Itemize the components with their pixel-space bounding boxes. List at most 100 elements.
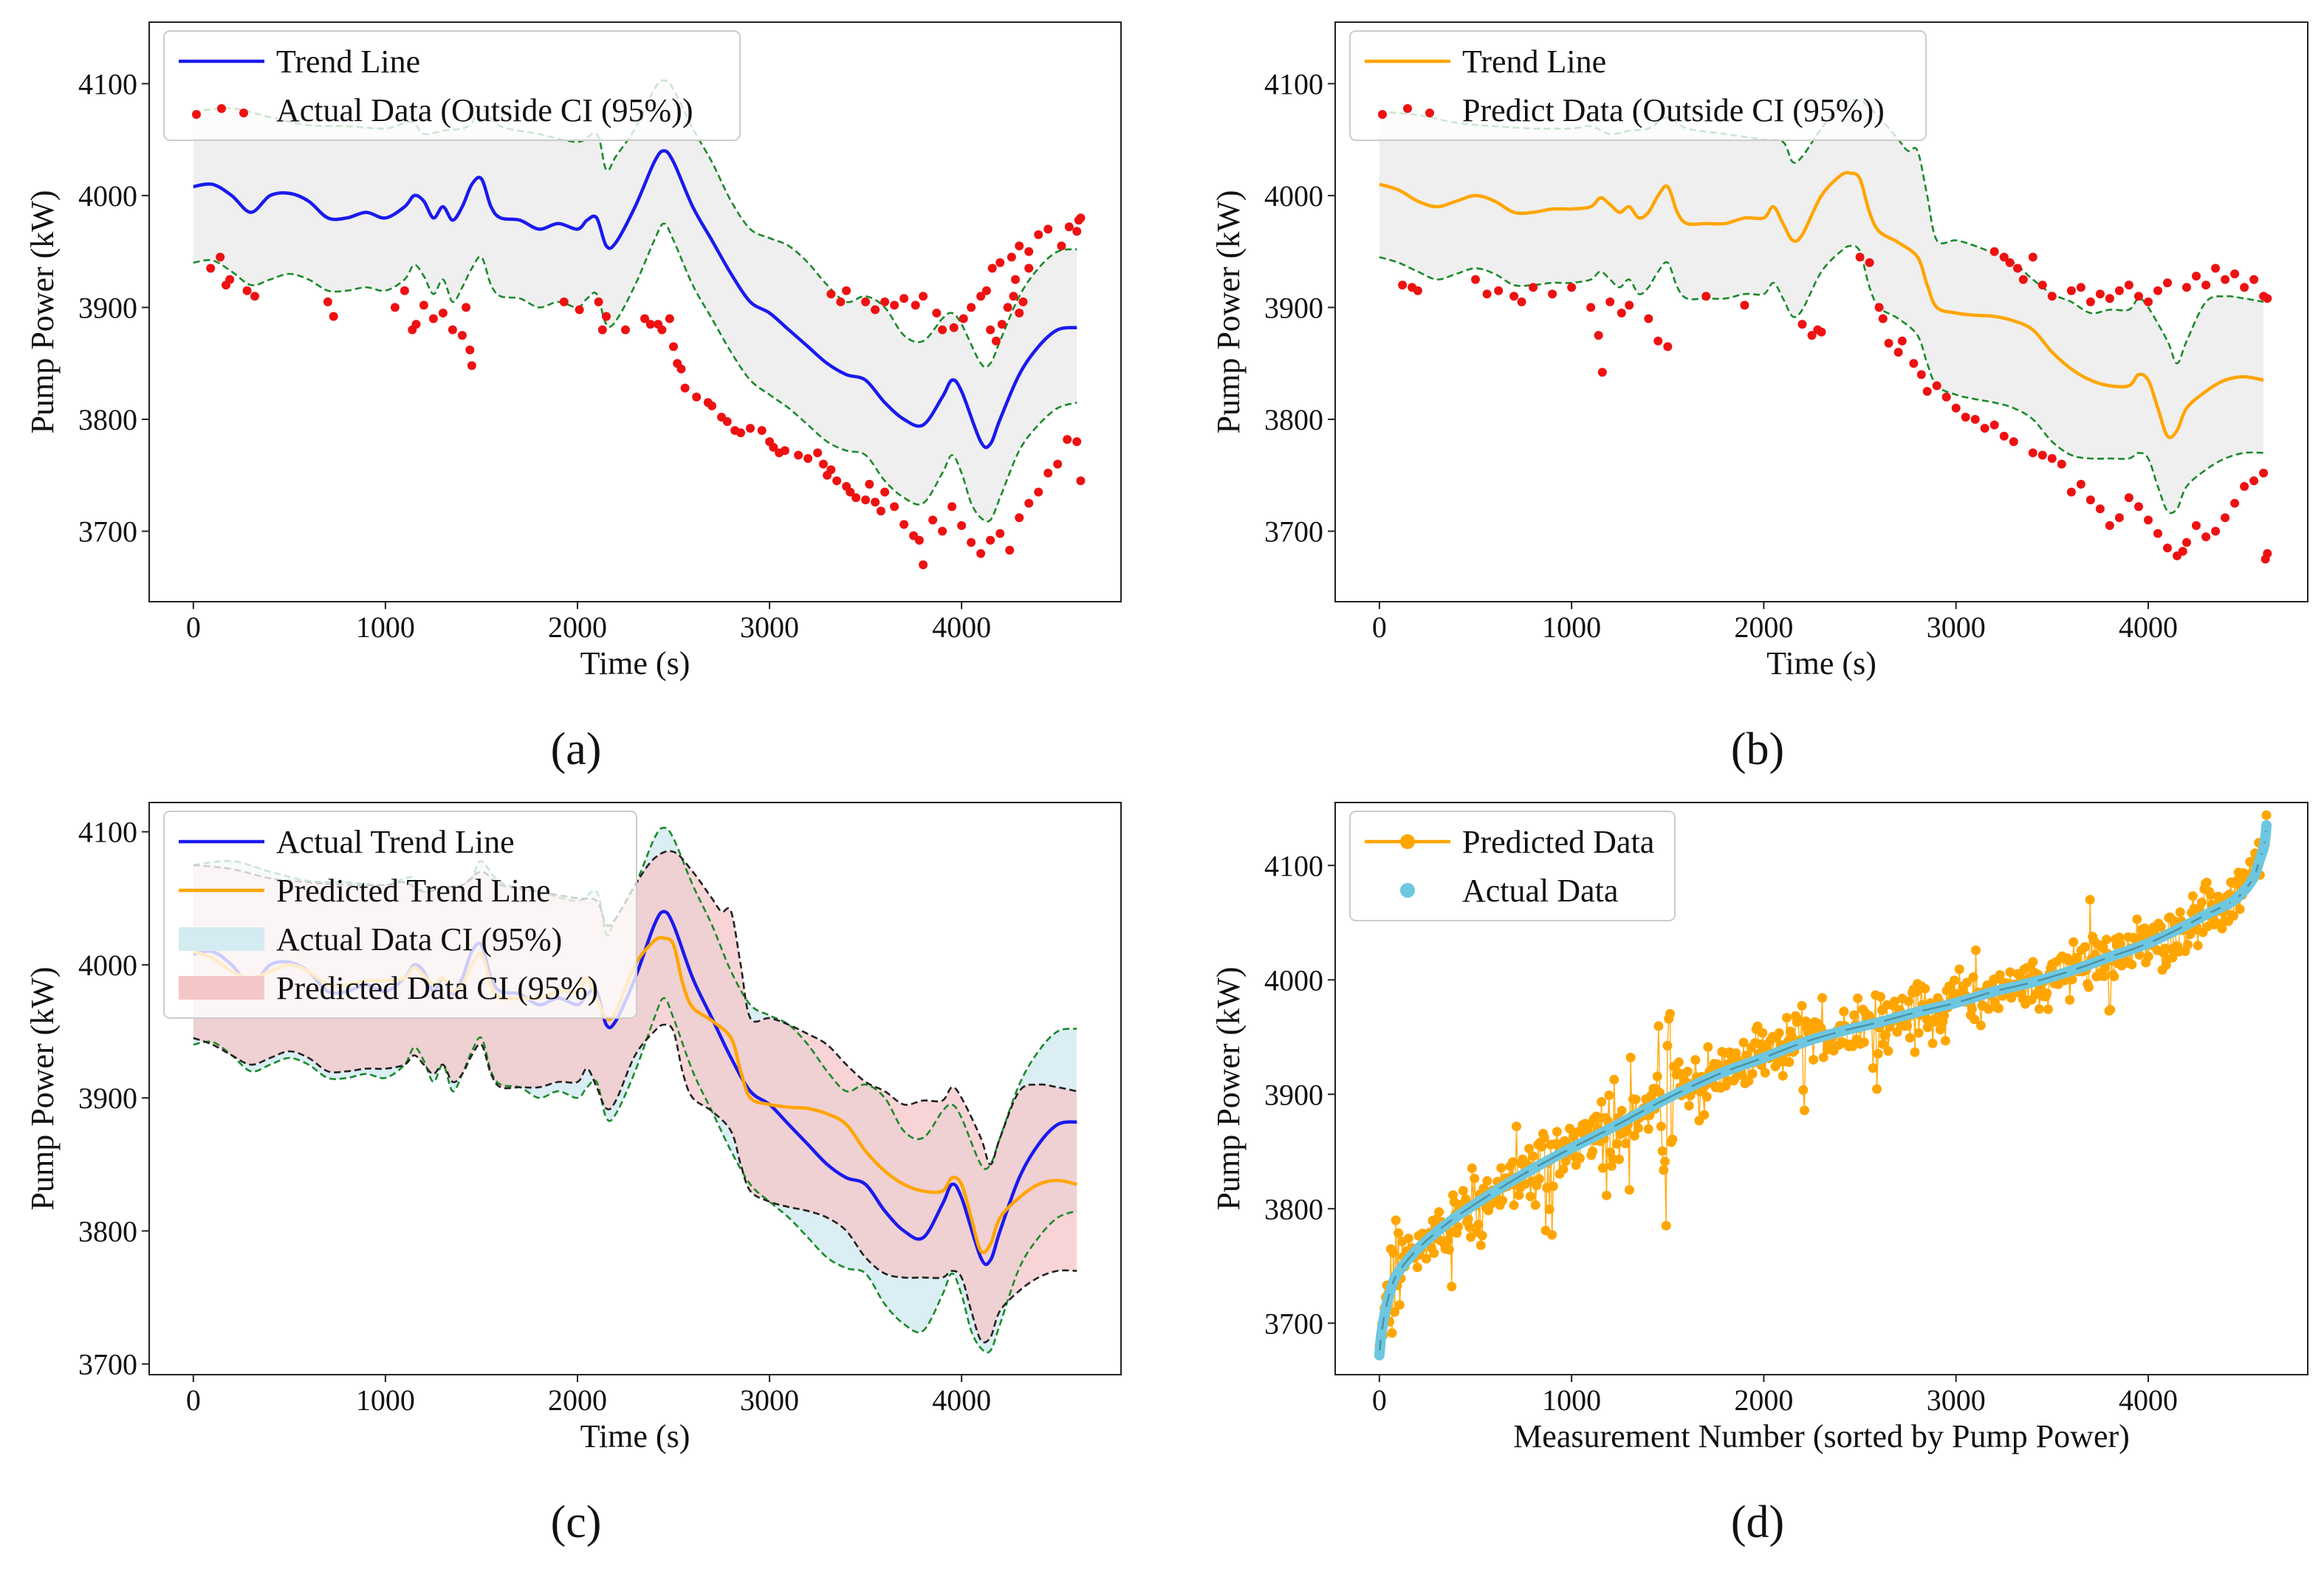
predicted-data-point [1548, 1181, 1558, 1192]
axes-frame [1334, 802, 2308, 1375]
x-tick-label: 2000 [548, 1384, 607, 1417]
outlier-point [1980, 424, 1989, 433]
outlier-point [707, 401, 716, 410]
predicted-data-point [1470, 1173, 1480, 1183]
predicted-data-point [1738, 1037, 1749, 1048]
predicted-data-point [1403, 1234, 1413, 1243]
outlier-point [1053, 459, 1063, 469]
predicted-data-point [1482, 1176, 1492, 1186]
x-axis-label: Measurement Number (sorted by Pump Power… [1513, 1418, 2130, 1454]
predicted-data-point [1876, 992, 1886, 1002]
outlier-point [1644, 314, 1653, 323]
predicted-data-point [1962, 977, 1972, 988]
actual-data-point [1720, 1066, 1731, 1077]
outlier-point [1605, 297, 1615, 306]
legend-marker-swatch [192, 110, 201, 119]
outlier-point [1865, 258, 1874, 267]
outlier-point [1999, 431, 2009, 441]
predicted-data-point [1984, 1004, 1994, 1014]
actual-data-point [2254, 854, 2265, 865]
legend-label: Trend Line [1462, 44, 1606, 80]
outlier-point [938, 526, 947, 536]
outlier-point [1015, 309, 1024, 317]
x-axis-label: Time (s) [580, 1418, 690, 1454]
outlier-point [957, 520, 967, 530]
outlier-point [2018, 275, 2028, 284]
predicted-data-point [1662, 1040, 1673, 1051]
outlier-point [1003, 303, 1012, 312]
legend-label: Actual Data CI (95%) [276, 921, 562, 958]
predicted-data-point [1447, 1282, 1457, 1292]
outlier-point [2192, 520, 2201, 530]
y-tick-label: 4100 [1264, 67, 1323, 100]
actual-data-point [1412, 1243, 1423, 1254]
outlier-point [890, 502, 899, 512]
predicted-data-point [1620, 1138, 1631, 1149]
outlier-point [411, 320, 421, 329]
outlier-point [1509, 292, 1519, 301]
actual-data-point [2258, 843, 2269, 853]
predicted-data-point [1873, 1048, 1883, 1059]
outlier-point [390, 303, 400, 312]
actual-data-point [1490, 1186, 1500, 1197]
actual-data-point [1431, 1226, 1442, 1237]
predicted-data-point [2210, 917, 2221, 927]
predicted-data-point [1839, 1006, 1849, 1017]
outlier-point [2153, 286, 2162, 295]
outlier-point [890, 300, 899, 310]
predicted-data-point [2102, 935, 2111, 945]
outlier-point [746, 424, 755, 433]
predicted-data-point [1703, 1042, 1713, 1052]
predicted-data-point [1412, 1262, 1422, 1273]
y-tick-label: 3900 [1264, 291, 1323, 324]
predicted-data-point [1902, 1021, 1913, 1031]
predicted-data-point [2132, 914, 2142, 924]
legend-box [163, 30, 741, 141]
legend: Actual Trend Line Predicted Trend Line Act… [163, 811, 637, 1019]
predicted-data-point [1528, 1151, 1538, 1161]
predicted-data-point [1684, 1101, 1694, 1111]
predicted-data-point [1778, 1070, 1788, 1081]
predicted-data-point [2143, 952, 2153, 962]
outlier-point [2221, 275, 2230, 284]
predicted-data-point [1774, 1028, 1784, 1038]
legend-marker-swatch [1403, 104, 1412, 113]
outlier-point [995, 529, 1005, 538]
predicted-data-point [1475, 1240, 1486, 1251]
outlier-point [846, 487, 855, 497]
outlier-point [2144, 297, 2153, 306]
outlier-point [1663, 342, 1673, 351]
predicted-data-point [1477, 1231, 1487, 1241]
predicted-data-point [1949, 975, 1959, 986]
outlier-point [1076, 213, 1086, 223]
outlier-point [676, 364, 686, 374]
outlier-point [2182, 537, 2191, 547]
actual-data-point [2249, 871, 2260, 882]
legend-box [1349, 30, 1927, 141]
outlier-point [1807, 331, 1817, 340]
outlier-point [1057, 241, 1066, 251]
outlier-point [818, 459, 828, 469]
axes-frame [148, 802, 1122, 1375]
y-axis-label: Pump Power (kW) [24, 190, 61, 434]
y-tick-label: 4100 [78, 816, 137, 849]
predicted-data-point [1597, 1163, 1608, 1173]
outlier-point [1594, 331, 1603, 340]
predicted-data-point [1737, 1070, 1747, 1081]
predicted-data-point [2028, 957, 2038, 967]
predicted-data-point [1537, 1141, 1547, 1152]
outlier-point [597, 325, 607, 334]
actual-data-point [1912, 1006, 1923, 1017]
outlier-point [2076, 479, 2085, 489]
predicted-data-point [1782, 1013, 1792, 1023]
predicted-data-point [1461, 1194, 1471, 1204]
predicted-data-point [2080, 942, 2090, 952]
predicted-data-point [1690, 1055, 1701, 1065]
predicted-data-point [1665, 1008, 1675, 1019]
outlier-point [1989, 420, 1999, 430]
outlier-point [2095, 504, 2105, 514]
x-tick-label: 0 [186, 611, 201, 644]
outlier-point [1076, 476, 1086, 486]
x-tick-label: 0 [186, 1384, 201, 1417]
